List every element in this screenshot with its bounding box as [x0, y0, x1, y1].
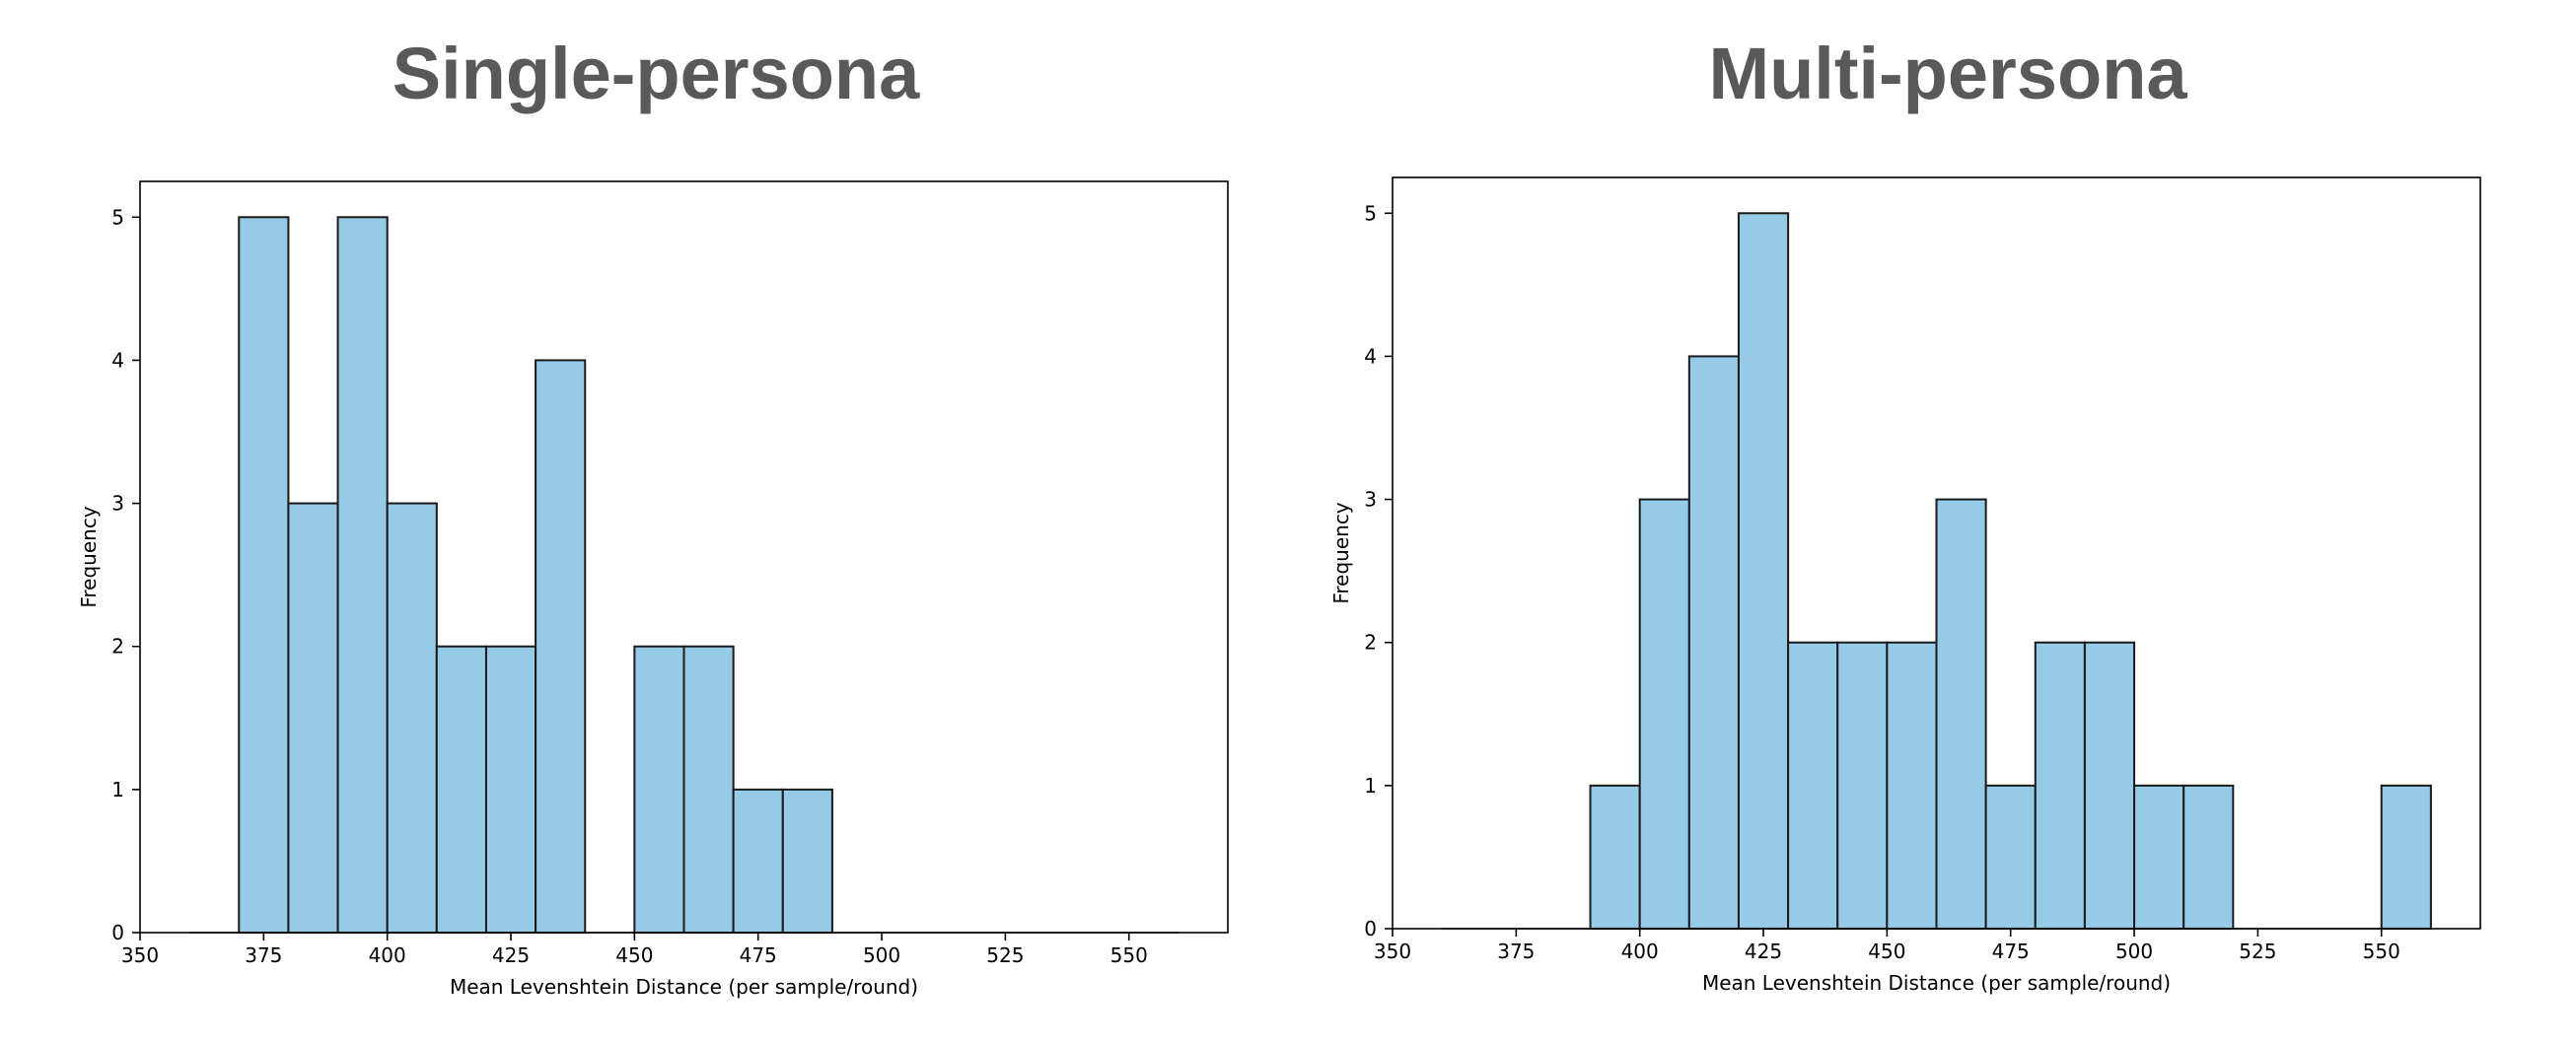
- y-tick-label-2: 2: [111, 635, 124, 659]
- histogram-bar-370-380: [238, 216, 290, 935]
- histogram-bar-510-520: [2182, 784, 2235, 930]
- histogram-bar-390-400: [1589, 784, 1641, 930]
- histogram-bar-420-430: [484, 645, 537, 934]
- histogram-bar-430-440: [1787, 641, 1839, 930]
- histogram-bar-380-390: [287, 502, 339, 934]
- axes-frame: [1392, 176, 2481, 930]
- histogram-bar-480-490: [781, 788, 833, 934]
- x-tick-label-475: 475: [1992, 940, 2030, 963]
- x-tick-label-350: 350: [121, 943, 159, 967]
- histogram-bar-470-480: [1984, 784, 2037, 930]
- y-tick-label-5: 5: [111, 205, 124, 229]
- histogram-bar-450-460: [1886, 641, 1938, 930]
- y-tick-label-3: 3: [1364, 488, 1377, 512]
- x-axis-label: Mean Levenshtein Distance (per sample/ro…: [1702, 971, 2171, 995]
- chart-title-multi-persona: Multi-persona: [1708, 33, 2187, 114]
- chart-panel-single-persona: 350 375 400 425 450 475 500 525 550 0 1 2 3 4 5 Mean Le…: [77, 180, 1229, 999]
- y-tick-label-0: 0: [1364, 917, 1377, 940]
- x-tick-label-450: 450: [1868, 940, 1905, 963]
- y-tick-label-0: 0: [111, 921, 124, 944]
- x-tick-label-500: 500: [2115, 940, 2153, 963]
- histogram-bar-430-440: [535, 359, 587, 934]
- x-tick-label-425: 425: [1745, 940, 1782, 963]
- histogram-bar-400-410: [386, 502, 438, 934]
- x-tick-label-375: 375: [245, 943, 282, 967]
- histogram-bar-450-460: [633, 645, 685, 934]
- y-axis-label: Frequency: [1329, 502, 1353, 603]
- x-tick-label-450: 450: [615, 943, 653, 967]
- histogram-bar-500-510: [2133, 784, 2185, 930]
- histogram-bar-480-490: [2034, 641, 2086, 930]
- histogram-bar-460-470: [1935, 498, 1987, 930]
- x-tick-label-425: 425: [492, 943, 530, 967]
- x-axis-label: Mean Levenshtein Distance (per sample/ro…: [450, 975, 918, 999]
- x-tick-label-375: 375: [1497, 940, 1535, 963]
- x-tick-label-350: 350: [1374, 940, 1411, 963]
- x-tick-label-550: 550: [1110, 943, 1148, 967]
- chart-panel-multi-persona: 350 375 400 425 450 475 500 525 550 0 1 2 3 4 5 Mean Le…: [1329, 176, 2481, 995]
- histogram-bar-420-430: [1737, 212, 1790, 931]
- x-tick-label-525: 525: [2239, 940, 2276, 963]
- histogram-bar-460-470: [682, 645, 735, 934]
- histogram-bar-550-560: [2380, 784, 2432, 930]
- x-tick-label-500: 500: [863, 943, 900, 967]
- y-tick-label-4: 4: [111, 348, 124, 372]
- histogram-bar-440-450: [1836, 641, 1889, 930]
- y-tick-label-4: 4: [1364, 344, 1377, 368]
- y-tick-label-1: 1: [1364, 774, 1377, 798]
- histogram-bar-400-410: [1638, 498, 1690, 930]
- x-tick-label-525: 525: [986, 943, 1024, 967]
- x-tick-label-550: 550: [2363, 940, 2400, 963]
- y-tick-label-3: 3: [111, 492, 124, 516]
- y-axis-label: Frequency: [77, 506, 101, 607]
- y-tick-label-1: 1: [111, 778, 124, 801]
- histogram-bar-410-420: [1687, 355, 1740, 930]
- histogram-bar-390-400: [336, 216, 389, 935]
- chart-title-single-persona: Single-persona: [392, 33, 920, 114]
- x-tick-label-475: 475: [740, 943, 777, 967]
- y-tick-label-2: 2: [1364, 631, 1377, 655]
- histogram-bar-470-480: [732, 788, 784, 934]
- histogram-bar-490-500: [2083, 641, 2136, 930]
- x-tick-label-400: 400: [1621, 940, 1659, 963]
- histogram-bar-410-420: [435, 645, 487, 934]
- x-tick-label-400: 400: [369, 943, 406, 967]
- y-tick-label-5: 5: [1364, 201, 1377, 225]
- axes-frame: [139, 180, 1229, 934]
